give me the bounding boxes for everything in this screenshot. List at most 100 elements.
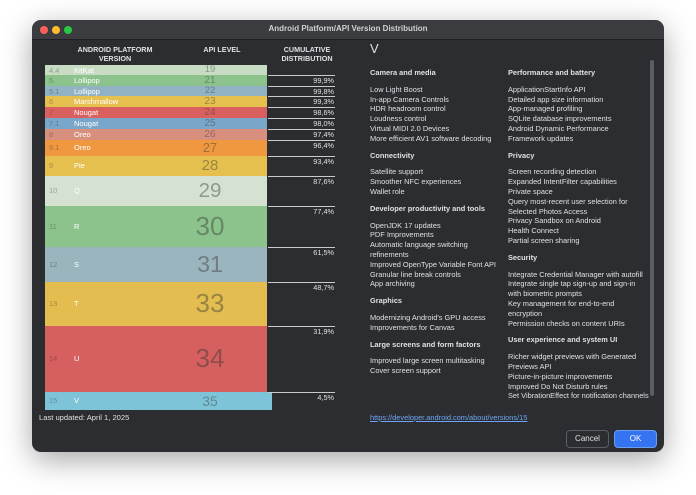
feature-item: Automatic language switching refinements — [370, 240, 468, 259]
version-number: 10 — [49, 186, 58, 195]
column-header: CUMULATIVE DISTRIBUTION — [281, 45, 333, 63]
version-name: T — [74, 299, 79, 308]
cumulative-line — [268, 107, 335, 108]
version-name: KitKat — [74, 66, 95, 75]
version-name: Pie — [74, 161, 85, 170]
version-row[interactable]: 14 U 34 — [45, 326, 267, 392]
version-number: 15 — [49, 396, 58, 405]
section-title: Graphics — [370, 296, 403, 306]
version-row[interactable]: 12 S 31 — [45, 247, 267, 282]
feature-item: Android Dynamic Performance — [508, 123, 609, 133]
version-name: V — [74, 396, 80, 405]
feature-item: Permission checks on content URIs — [508, 318, 625, 328]
version-row[interactable]: 9 Pie 28 — [45, 156, 267, 176]
api-level: 35 — [202, 393, 218, 409]
api-level: 28 — [201, 157, 219, 175]
cumulative-line — [268, 206, 335, 207]
column-header: ANDROID PLATFORM VERSION — [77, 45, 153, 63]
details-heading: V — [370, 41, 379, 56]
version-row[interactable]: 11 R 30 — [45, 206, 267, 247]
feature-group: Connectivity Satellite support Smoother NF… — [370, 151, 498, 197]
version-row[interactable]: 5 Lollipop 21 — [45, 75, 267, 86]
feature-item: Privacy Sandbox on Android — [508, 216, 601, 226]
version-number: 12 — [49, 259, 58, 269]
section-title: Security — [508, 252, 538, 262]
feature-item: Screen recording detection — [508, 167, 597, 177]
minimize-button[interactable] — [52, 26, 60, 34]
feature-item: Framework updates — [508, 133, 574, 143]
version-row[interactable]: 10 Q 29 — [45, 176, 267, 206]
feature-item: OpenJDK 17 updates — [370, 220, 441, 230]
cumulative-line — [268, 247, 335, 248]
cumulative-value: 87,6% — [313, 177, 334, 186]
api-level: 31 — [197, 251, 223, 278]
version-name: Lollipop — [74, 87, 100, 96]
version-name: Lollipop — [74, 76, 100, 85]
close-button[interactable] — [40, 26, 48, 34]
version-row[interactable]: 7.1 Nougat 25 — [45, 118, 267, 129]
feature-item: Improvements for Canvas — [370, 322, 455, 332]
api-level: 19 — [204, 65, 216, 75]
feature-group: Privacy Screen recording detection Expande… — [508, 151, 650, 246]
feature-item: Key management for end-to-end encryption — [508, 298, 615, 318]
version-row[interactable]: 15 V 35 — [45, 392, 272, 410]
api-level: 34 — [195, 343, 225, 374]
version-name: S — [74, 259, 80, 269]
feature-item: Set VibrationEffect for notification cha… — [508, 391, 649, 401]
cumulative-value: 96,4% — [313, 141, 334, 150]
feature-item: Granular line break controls — [370, 269, 461, 279]
version-row[interactable]: 6 Marshmallow 23 — [45, 96, 267, 107]
zoom-button[interactable] — [64, 26, 72, 34]
feature-item: Richer widget previews with Generated Pr… — [508, 352, 637, 371]
version-number: 8 — [49, 130, 54, 139]
cumulative-value: 98,6% — [313, 108, 334, 117]
version-name: Marshmallow — [74, 97, 119, 106]
api-level: 26 — [204, 129, 216, 140]
version-row[interactable]: 4.4 KitKat 19 — [45, 65, 267, 75]
feature-item: Query most-recent user selection for Sel… — [508, 196, 628, 216]
version-name: U — [74, 354, 80, 363]
scrollbar[interactable] — [650, 60, 654, 396]
version-name: Oreo — [74, 143, 91, 152]
feature-group: Large screens and form factors Improved l… — [370, 340, 498, 376]
version-row[interactable]: 7 Nougat 24 — [45, 107, 267, 118]
cumulative-line — [268, 282, 335, 283]
feature-item: SQLite database improvements — [508, 114, 612, 124]
link[interactable]: https://developer.android.com/about/vers… — [370, 413, 528, 422]
version-number: 7.1 — [49, 119, 60, 128]
version-name: Nougat — [74, 108, 99, 117]
version-name: Q — [74, 186, 80, 195]
version-row[interactable]: 8.1 Oreo 27 — [45, 140, 267, 156]
cumulative-value: 61,5% — [313, 248, 334, 257]
api-level: 21 — [204, 75, 216, 86]
cumulative-line — [268, 326, 335, 327]
cancel-button[interactable]: Cancel — [566, 430, 609, 448]
api-level: 27 — [202, 140, 218, 155]
cumulative-value: 48,7% — [313, 283, 334, 292]
dialog: Android Platform/API Version Distributio… — [32, 20, 664, 452]
version-row[interactable]: 8 Oreo 26 — [45, 129, 267, 140]
cumulative-value: 97,4% — [313, 130, 334, 139]
api-level: 30 — [195, 210, 225, 241]
feature-item: Integrate Credential Manager with autofi… — [508, 269, 643, 279]
cumulative-line — [268, 156, 335, 157]
version-row[interactable]: 13 T 33 — [45, 282, 267, 326]
version-row[interactable]: 5.1 Lollipop 22 — [45, 86, 267, 96]
api-level: 23 — [204, 96, 216, 107]
ok-button[interactable]: OK — [614, 430, 657, 448]
api-level: 24 — [204, 107, 216, 118]
feature-item: In-app Camera Controls — [370, 94, 449, 104]
last-updated: Last updated: April 1, 2025 — [39, 413, 130, 422]
feature-group: Developer productivity and tools OpenJDK … — [370, 204, 498, 289]
column-header: API LEVEL — [203, 45, 241, 54]
feature-item: Detailed app size information — [508, 94, 604, 104]
cumulative-line — [268, 86, 335, 87]
feature-item: ApplicationStartInfo API — [508, 84, 586, 94]
feature-item: Improved large screen multitasking — [370, 356, 485, 366]
feature-item: Modernizing Android's GPU access — [370, 312, 486, 322]
feature-item: Wallet role — [370, 186, 405, 196]
feature-group: Performance and battery ApplicationStartI… — [508, 68, 650, 144]
feature-item: HDR headroom control — [370, 104, 446, 114]
cumulative-line — [268, 140, 335, 141]
